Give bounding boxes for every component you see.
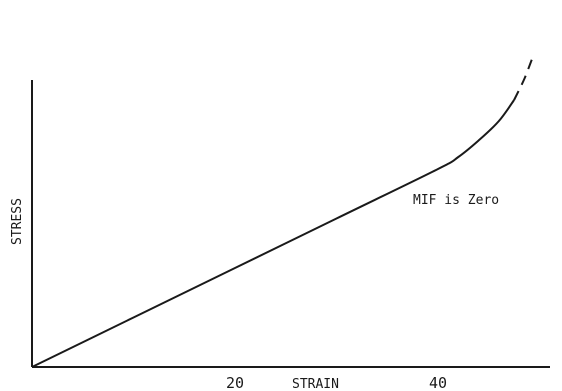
x-axis-label: STRAIN xyxy=(292,377,339,391)
chart-annotation: MIF is Zero xyxy=(413,193,499,208)
axes xyxy=(31,80,550,368)
x-tick-label: 40 xyxy=(429,374,447,391)
stress-strain-curve xyxy=(31,99,515,368)
plot-area xyxy=(31,57,534,368)
x-tick-labels: 20 40 xyxy=(226,374,447,391)
stress-strain-curve-extrapolated xyxy=(513,57,534,101)
x-tick-label: 20 xyxy=(226,374,244,391)
y-axis-label: STRESS xyxy=(10,198,25,245)
